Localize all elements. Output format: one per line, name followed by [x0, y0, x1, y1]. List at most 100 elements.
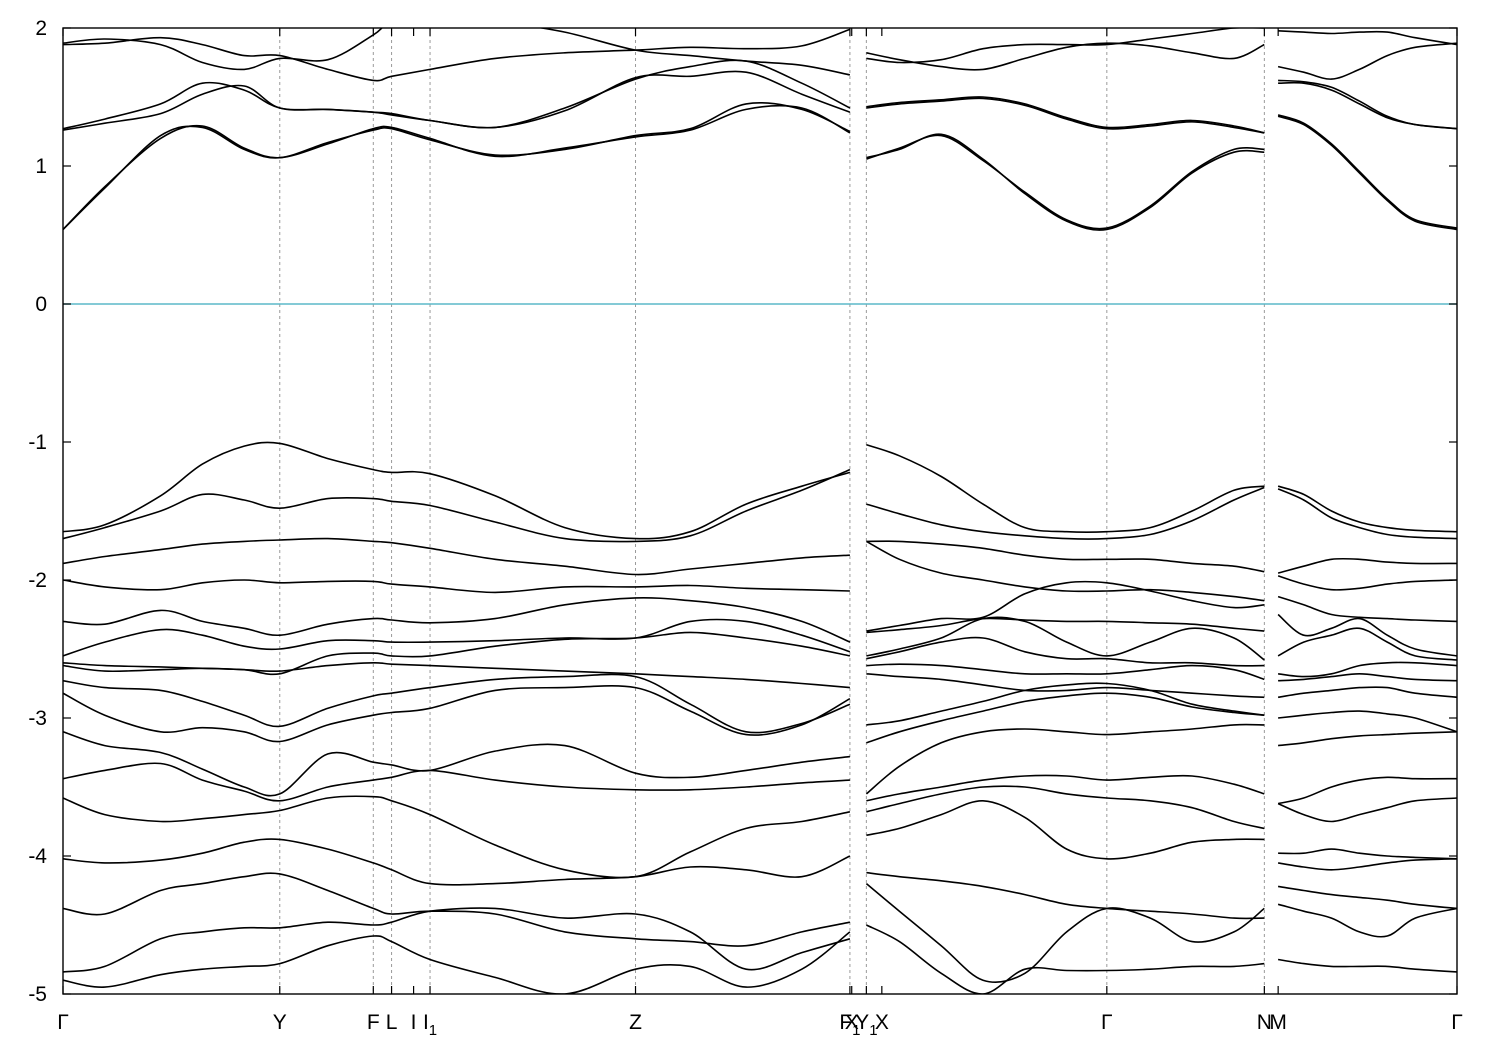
band-line-2-3: [1278, 79, 1457, 130]
band-line-2-18: [1277, 776, 1457, 805]
band-line-2-14: [1278, 673, 1457, 682]
band-line-1-19: [866, 774, 1265, 802]
band-line-2-5: [1277, 114, 1457, 229]
band-line-2-11: [1277, 613, 1457, 657]
band-line-1-20: [866, 785, 1265, 830]
band-line-1-8: [866, 540, 1265, 602]
band-line-2-6: [1277, 485, 1457, 533]
kpoint-label-7: F1: [839, 1011, 860, 1039]
kpoint-label-2: F: [367, 1011, 380, 1034]
band-line-2-20: [1278, 848, 1457, 860]
plot-frame: [62, 27, 1458, 995]
band-line-1-12: [866, 616, 1265, 661]
band-line-0-15: [63, 684, 851, 743]
band-line-2-10: [1277, 595, 1457, 623]
band-line-2-19: [1277, 797, 1457, 823]
band-line-1-0: [866, 42, 1265, 71]
band-line-1-6: [866, 444, 1265, 534]
kpoint-label-10: X: [875, 1011, 889, 1034]
band-line-0-12: [63, 631, 851, 676]
band-line-1-3: [866, 97, 1265, 134]
band-line-1-4: [866, 133, 1265, 231]
kpoint-label-0: Γ: [57, 1011, 69, 1034]
band-line-2-7: [1277, 488, 1457, 540]
band-line-1-13: [866, 636, 1265, 667]
band-line-0-14: [63, 673, 851, 734]
band-line-2-0: [1277, 42, 1457, 80]
band-line-1-23: [865, 882, 1265, 983]
band-line-1-2: [866, 96, 1265, 134]
band-line-1-17: [866, 692, 1265, 744]
y-tick-label-7: -5: [28, 983, 47, 1006]
band-line-2-13: [1278, 661, 1457, 678]
band-line-0-17: [63, 762, 850, 802]
y-axis-ticks: 2 1 0 -1 -2 -3 -4 -5: [28, 17, 1457, 1006]
band-line-1-7: [866, 486, 1265, 540]
kpoint-label-3: L: [386, 1011, 398, 1034]
band-line-0-4: [63, 101, 851, 231]
band-line-0-11: [63, 618, 851, 657]
band-line-0-18: [63, 795, 851, 879]
y-tick-label-0: 2: [35, 17, 47, 40]
band-line-2-24: [1277, 958, 1457, 973]
band-line-0-22: [63, 931, 851, 994]
band-line-0-19: [63, 838, 851, 886]
kpoint-label-6: Z: [629, 1011, 642, 1034]
band-line-2-16: [1278, 710, 1457, 733]
band-line-0-1: [63, 28, 851, 82]
band-line-2-9: [1277, 575, 1457, 591]
band-line-1-9: [866, 540, 1265, 573]
kpoint-label-13: M: [1269, 1011, 1287, 1034]
band-line-0-10: [63, 596, 851, 643]
band-line-2-17: [1278, 731, 1457, 747]
band-line-2-15: [1277, 686, 1457, 699]
kpoint-label-8: X: [845, 1011, 859, 1034]
kpoint-label-1: Y: [273, 1011, 287, 1034]
y-tick-label-1: 1: [35, 155, 47, 178]
band-line-0-13: [63, 661, 850, 689]
kpoint-label-12: N: [1257, 1011, 1272, 1034]
band-line-0-5: [63, 104, 851, 231]
band-line-0-7: [63, 468, 851, 543]
band-line-2-12: [1277, 627, 1457, 661]
band-line-0-16: [63, 731, 850, 797]
kpoint-label-9: Y1: [855, 1011, 877, 1039]
band-line-2-21: [1277, 858, 1457, 871]
band-line-0-2: [63, 59, 851, 130]
y-tick-label-5: -3: [28, 707, 47, 730]
band-line-2-8: [1277, 557, 1457, 574]
band-line-1-15: [866, 673, 1265, 699]
band-line-2-4: [1277, 115, 1457, 231]
kpoint-label-5: I1: [423, 1011, 437, 1039]
kpoint-label-4: I: [411, 1011, 417, 1034]
band-line-0-0: [63, 28, 851, 76]
kpoint-guide-lines: [279, 28, 1265, 994]
band-line-1-24: [866, 924, 1265, 994]
y-tick-label-4: -2: [28, 569, 47, 592]
band-line-0-8: [63, 537, 850, 576]
band-line-0-21: [63, 907, 851, 973]
band-line-2-23: [1277, 885, 1457, 910]
band-line-1-1: [866, 28, 1265, 64]
y-tick-label-6: -4: [28, 845, 47, 868]
band-line-1-14: [866, 663, 1265, 681]
band-line-0-20: [63, 872, 851, 947]
band-line-1-16: [866, 682, 1265, 726]
y-tick-label-3: -1: [28, 431, 47, 454]
band-line-1-22: [866, 871, 1265, 920]
band-line-1-21: [866, 799, 1265, 860]
band-line-1-18: [865, 723, 1265, 795]
band-lines: [63, 28, 1457, 994]
band-line-1-10: [866, 580, 1265, 632]
band-line-0-6: [63, 441, 851, 540]
band-line-1-5: [866, 134, 1265, 230]
band-line-1-11: [866, 617, 1265, 634]
band-line-2-1: [1278, 30, 1457, 46]
y-tick-label-2: 0: [35, 293, 47, 316]
kpoint-label-11: Γ: [1101, 1011, 1113, 1034]
band-line-2-22: [1277, 903, 1457, 938]
kpoint-label-14: Γ: [1451, 1011, 1463, 1034]
band-line-0-9: [63, 579, 850, 594]
